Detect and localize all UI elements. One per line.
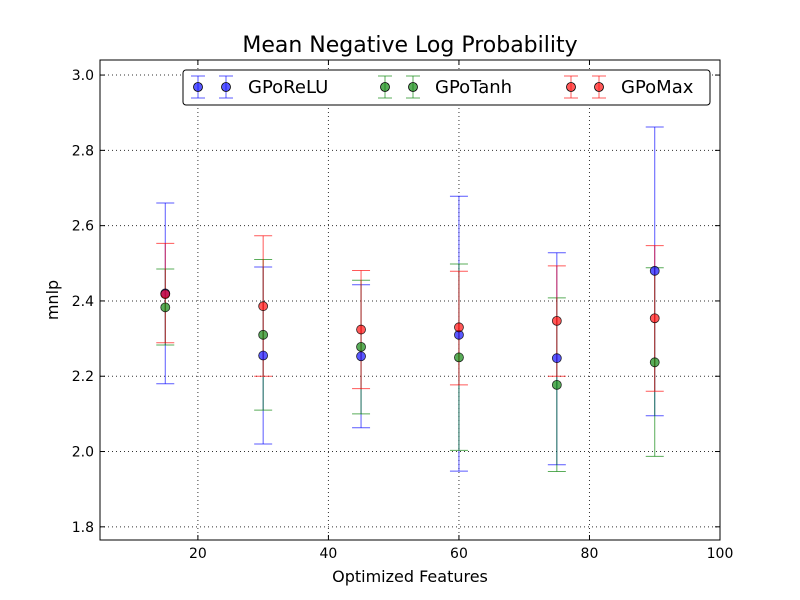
data-point [454, 322, 464, 333]
legend-marker [594, 82, 604, 92]
data-point [356, 341, 366, 352]
data-point [160, 302, 171, 313]
data-point [258, 350, 269, 361]
x-tick-label: 20 [189, 546, 207, 562]
data-point [454, 352, 464, 363]
data-point [551, 353, 562, 364]
legend-label: GPoTanh [435, 77, 512, 98]
y-tick-label: 1.8 [72, 520, 94, 536]
x-tick-label: 60 [450, 546, 468, 562]
data-point [258, 329, 269, 340]
x-tick-label: 100 [707, 546, 734, 562]
data-point [551, 315, 562, 326]
data-point [356, 351, 366, 362]
y-tick-label: 2.6 [72, 219, 94, 235]
chart-title: Mean Negative Log Probability [242, 33, 577, 58]
legend-label: GPoMax [621, 77, 694, 98]
plot-frame [99, 59, 721, 541]
data-point [551, 379, 562, 390]
data-point [258, 301, 269, 312]
data-point [649, 265, 660, 276]
data-point [649, 313, 660, 324]
y-tick-label: 3.0 [72, 68, 94, 84]
x-axis-label: Optimized Features [332, 567, 488, 586]
data-point [356, 324, 366, 335]
x-tick-label: 80 [581, 546, 599, 562]
legend-marker [221, 82, 231, 92]
legend-box [182, 69, 711, 106]
legend-label: GPoReLU [248, 77, 328, 98]
data-point [160, 289, 171, 300]
data-point [649, 357, 660, 368]
y-tick-label: 2.8 [72, 143, 94, 159]
y-tick-label: 2.2 [72, 369, 94, 385]
y-tick-label: 2.4 [72, 294, 94, 310]
legend-marker [566, 82, 576, 92]
x-tick-label: 40 [320, 546, 338, 562]
y-axis-label: mnlp [43, 280, 62, 320]
legend: GPoReLU GPoTanh GPoMax [182, 69, 711, 106]
data-layer [156, 126, 664, 472]
y-tick-label: 2.0 [72, 445, 94, 461]
legend-marker [380, 82, 390, 92]
legend-marker [193, 82, 203, 92]
legend-marker [408, 82, 418, 92]
tick-layer: 20 40 60 80 100 1.8 2.0 2.2 2.4 2.6 2.8 3.0 [72, 60, 734, 562]
